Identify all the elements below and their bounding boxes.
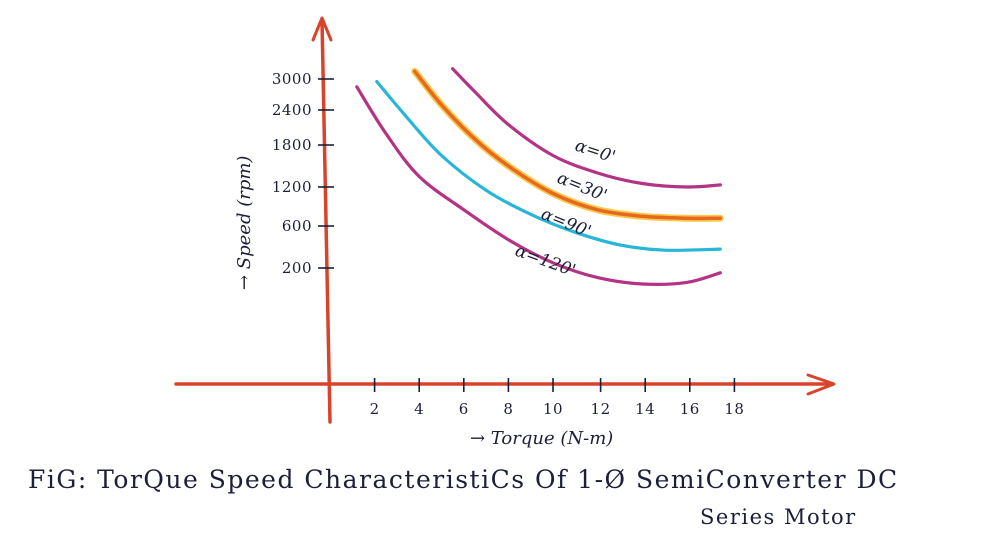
series-line [355, 85, 722, 286]
series-label: α=0' [572, 136, 617, 168]
figure-caption-line-1: FiG: TorQue Speed CharacteristiCs Of 1-Ø… [28, 465, 899, 494]
y-axis-title: → Speed (rpm) [234, 156, 255, 290]
x-axis-ticks: 2 4 6 8 10 12 14 16 18 [370, 378, 744, 418]
y-tick-label: 3000 [272, 70, 312, 88]
series-line [451, 67, 722, 189]
x-tick-label: 6 [459, 400, 469, 418]
x-tick-label: 8 [503, 400, 513, 418]
series-label: α=120' [512, 241, 578, 281]
series-line [375, 80, 722, 252]
y-tick-label: 2400 [272, 101, 312, 119]
chart-series [355, 67, 724, 286]
y-tick-label: 1800 [272, 136, 312, 154]
y-tick-label: 200 [282, 259, 312, 277]
chart-axes [174, 16, 836, 424]
y-axis-line [320, 18, 332, 424]
x-tick-label: 2 [370, 400, 380, 418]
series-line-underlay [411, 67, 724, 222]
x-axis-title: → Torque (N-m) [470, 428, 613, 449]
x-tick-label: 16 [680, 400, 700, 418]
figure-caption-line-2: Series Motor [700, 505, 857, 529]
y-axis-ticks: 200 600 1200 1800 2400 3000 [272, 70, 334, 277]
y-axis-arrowhead [311, 16, 333, 42]
x-tick-label: 12 [591, 400, 611, 418]
x-tick-label: 10 [543, 400, 563, 418]
y-tick-label: 600 [282, 217, 312, 235]
x-tick-label: 18 [724, 400, 744, 418]
series-line [412, 69, 723, 221]
x-axis-arrowhead [806, 373, 836, 396]
x-tick-label: 4 [414, 400, 424, 418]
y-tick-label: 1200 [272, 178, 312, 196]
x-tick-label: 14 [635, 400, 655, 418]
